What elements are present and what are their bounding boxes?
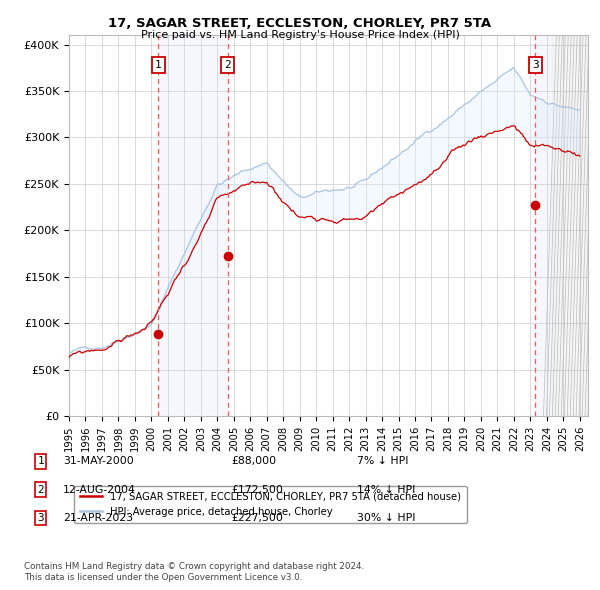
Text: 2: 2	[38, 485, 44, 494]
Text: 12-AUG-2004: 12-AUG-2004	[63, 485, 136, 494]
Text: This data is licensed under the Open Government Licence v3.0.: This data is licensed under the Open Gov…	[24, 573, 302, 582]
Text: £227,500: £227,500	[231, 513, 283, 523]
Text: 30% ↓ HPI: 30% ↓ HPI	[357, 513, 415, 523]
Text: 3: 3	[38, 513, 44, 523]
Bar	[158, 35, 227, 416]
Text: 3: 3	[532, 60, 539, 70]
Legend: 17, SAGAR STREET, ECCLESTON, CHORLEY, PR7 5TA (detached house), HPI: Average pri: 17, SAGAR STREET, ECCLESTON, CHORLEY, PR…	[74, 486, 467, 523]
Text: 14% ↓ HPI: 14% ↓ HPI	[357, 485, 415, 494]
Text: 21-APR-2023: 21-APR-2023	[63, 513, 133, 523]
Text: 1: 1	[38, 457, 44, 466]
Text: Contains HM Land Registry data © Crown copyright and database right 2024.: Contains HM Land Registry data © Crown c…	[24, 562, 364, 571]
Text: 7% ↓ HPI: 7% ↓ HPI	[357, 457, 409, 466]
Bar	[535, 35, 552, 416]
Text: 2: 2	[224, 60, 231, 70]
Text: 31-MAY-2000: 31-MAY-2000	[63, 457, 134, 466]
Text: £88,000: £88,000	[231, 457, 276, 466]
Text: £172,500: £172,500	[231, 485, 283, 494]
Text: 17, SAGAR STREET, ECCLESTON, CHORLEY, PR7 5TA: 17, SAGAR STREET, ECCLESTON, CHORLEY, PR…	[109, 17, 491, 30]
Text: 1: 1	[155, 60, 161, 70]
Text: Price paid vs. HM Land Registry's House Price Index (HPI): Price paid vs. HM Land Registry's House …	[140, 30, 460, 40]
